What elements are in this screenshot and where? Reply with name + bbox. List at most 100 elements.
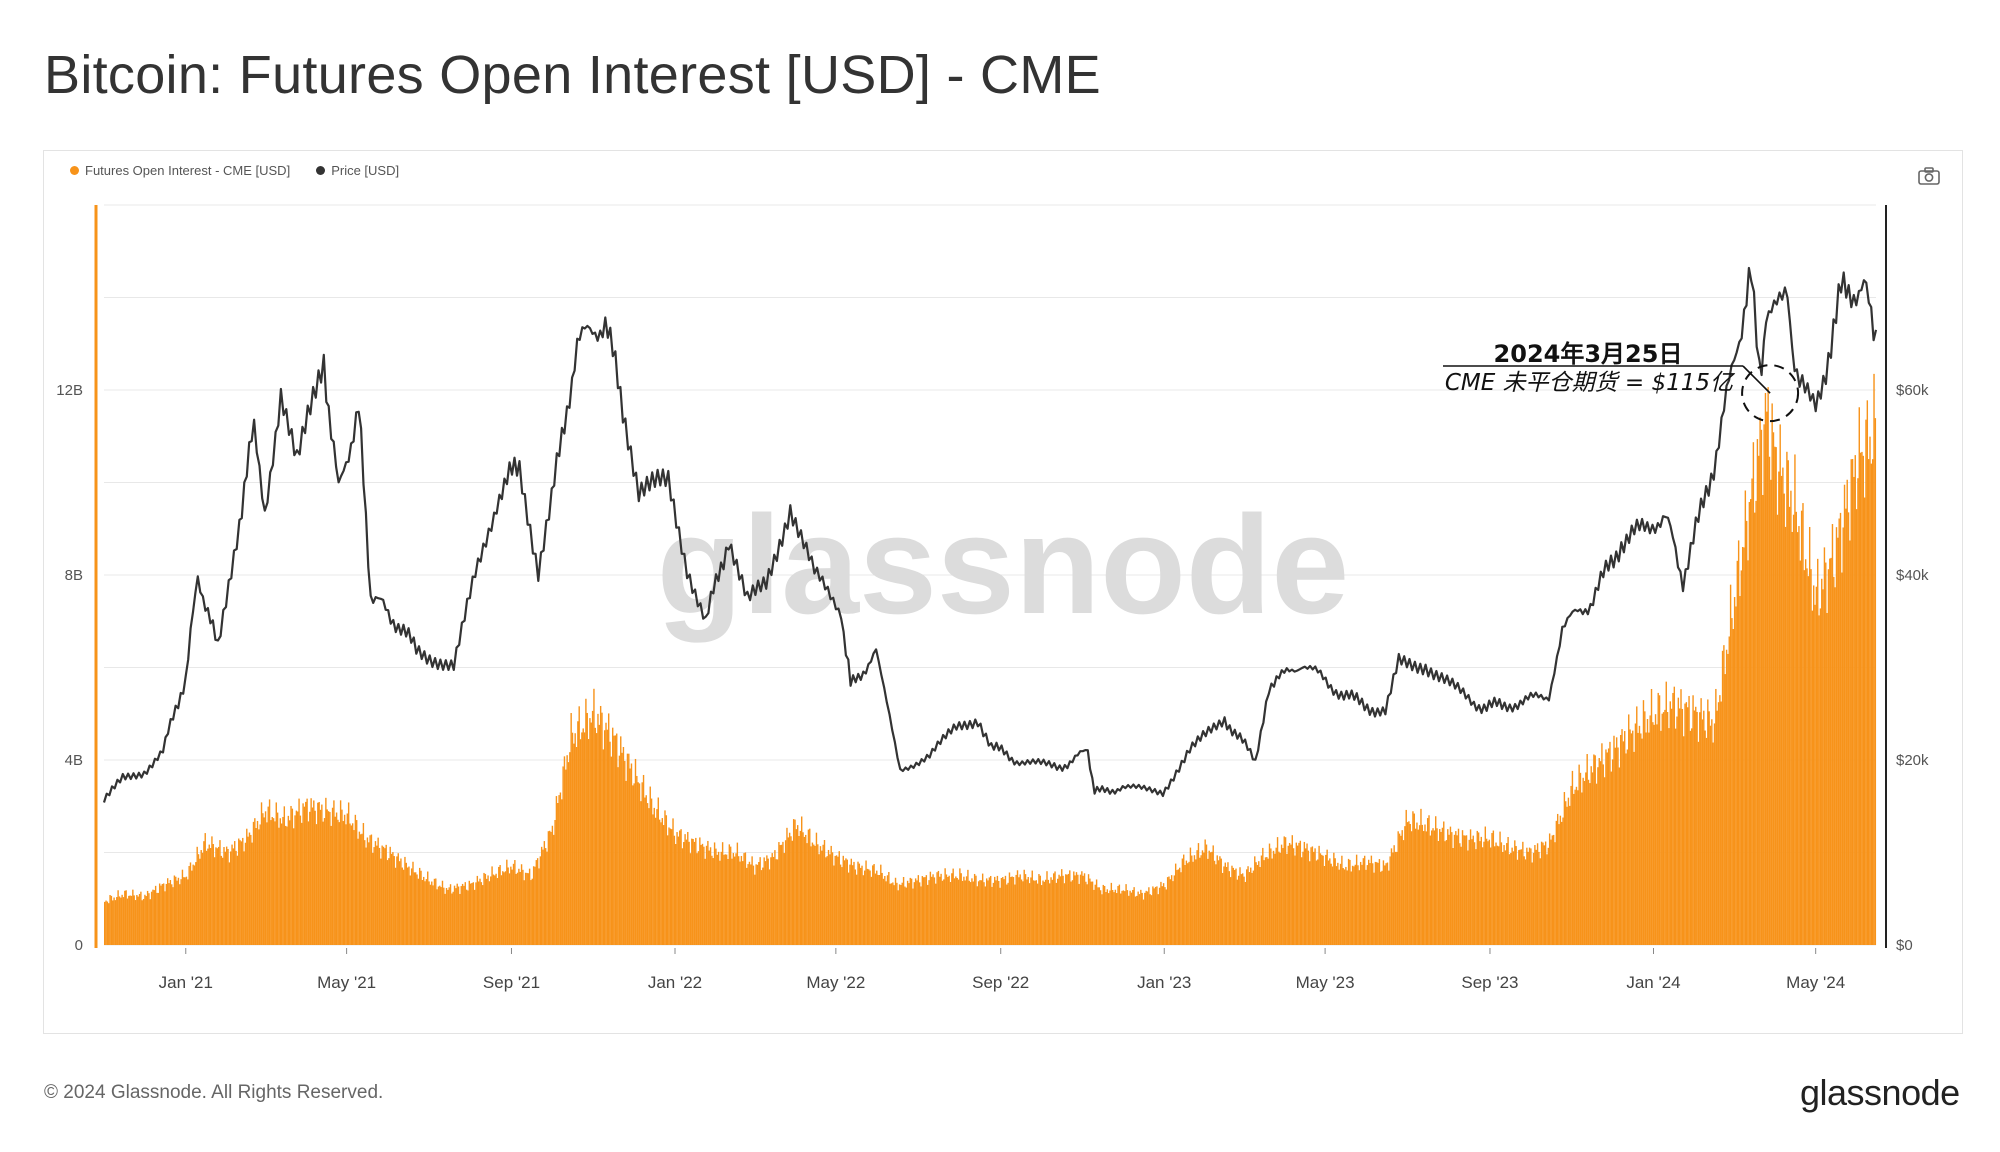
oi-bar [1492, 830, 1495, 945]
oi-bar [1748, 501, 1751, 945]
oi-bar [1078, 883, 1080, 945]
oi-bar [436, 889, 438, 945]
oi-bar [144, 894, 146, 945]
oi-bar [1503, 845, 1505, 945]
oi-bar [1646, 719, 1649, 945]
oi-bar [1649, 715, 1651, 945]
oi-bar [1012, 877, 1015, 945]
oi-bar [1565, 801, 1567, 945]
oi-bar [510, 866, 512, 945]
oi-bar [956, 877, 958, 945]
oi-bar [1666, 712, 1669, 945]
oi-bar [1129, 890, 1131, 945]
oi-bar [471, 883, 473, 945]
oi-bar [1842, 527, 1844, 945]
oi-bar [728, 844, 731, 945]
oi-bar [1456, 835, 1458, 945]
oi-bar [843, 860, 846, 945]
oi-bar [546, 851, 548, 945]
oi-bar [1628, 714, 1630, 945]
oi-bar [654, 817, 657, 945]
legend-item-open-interest[interactable]: Futures Open Interest - CME [USD] [70, 163, 290, 178]
oi-bar [506, 859, 508, 945]
oi-bar [1799, 560, 1802, 945]
oi-bar [637, 782, 639, 945]
oi-bar [1057, 878, 1059, 945]
oi-bar [1027, 877, 1029, 945]
oi-bar [688, 841, 690, 945]
oi-bar [417, 878, 420, 945]
oi-bar [976, 886, 979, 945]
oi-bar [1766, 411, 1768, 946]
oi-bar [908, 883, 910, 945]
oi-bar [1160, 881, 1162, 945]
oi-bar [1401, 830, 1403, 945]
oi-bar [1578, 764, 1580, 945]
legend-item-price[interactable]: Price [USD] [316, 163, 399, 178]
oi-bar [142, 898, 145, 945]
oi-bar [1778, 471, 1780, 945]
oi-bar [1200, 855, 1202, 945]
oi-bar [1317, 859, 1319, 945]
oi-bar [802, 832, 804, 945]
oi-bar [924, 877, 926, 945]
oi-bar [141, 900, 143, 945]
oi-bar [1813, 585, 1815, 945]
oi-bar [754, 874, 756, 945]
oi-bar [1782, 467, 1784, 945]
oi-bar [776, 859, 779, 945]
oi-bar [1132, 889, 1134, 945]
oi-bar [1866, 400, 1869, 946]
oi-bar [1052, 873, 1055, 945]
oi-bar [822, 844, 824, 945]
oi-bar [1524, 859, 1527, 945]
oi-bar [640, 801, 642, 945]
oi-bar [918, 882, 921, 945]
oi-bar [254, 818, 256, 945]
oi-bar [1251, 872, 1253, 945]
oi-bar [1275, 847, 1277, 945]
oi-bar [704, 858, 706, 945]
oi-bar [551, 825, 554, 945]
oi-bar [1598, 758, 1600, 945]
chart-panel [43, 150, 1963, 1034]
oi-bar [1762, 494, 1764, 945]
oi-bar [1006, 884, 1008, 945]
oi-bar [410, 868, 413, 945]
oi-bar [1653, 724, 1655, 945]
oi-bar [302, 803, 304, 945]
oi-bar [1098, 887, 1100, 945]
oi-bar [1599, 761, 1602, 945]
oi-bar [1551, 835, 1554, 945]
oi-bar [1008, 872, 1011, 945]
oi-bar [1516, 859, 1519, 945]
oi-bar [1082, 875, 1084, 945]
oi-bar [630, 763, 633, 945]
oi-bar [1083, 873, 1086, 945]
camera-icon[interactable] [1918, 167, 1940, 185]
oi-bar [366, 837, 369, 945]
x-tick-label: Sep '21 [483, 973, 540, 992]
oi-bar [1472, 835, 1474, 945]
oi-bar [343, 814, 346, 945]
oi-bar [246, 828, 248, 945]
oi-bar [479, 878, 481, 945]
oi-bar [1366, 865, 1369, 945]
oi-bar [996, 875, 999, 945]
oi-bar [985, 878, 988, 945]
oi-bar [114, 900, 117, 945]
oi-bar [388, 858, 390, 945]
oi-bar [1843, 484, 1846, 945]
oi-bar [1227, 862, 1229, 945]
oi-bar [1665, 681, 1667, 945]
oi-bar [140, 891, 142, 945]
oi-bar [136, 894, 138, 945]
oi-bar [1796, 532, 1799, 945]
oi-bar [264, 811, 267, 945]
oi-bar [309, 811, 311, 945]
oi-bar [1527, 851, 1529, 945]
oi-bar [1154, 886, 1157, 945]
oi-bar [555, 796, 558, 945]
oi-bar [433, 878, 436, 945]
oi-bar [658, 819, 661, 945]
